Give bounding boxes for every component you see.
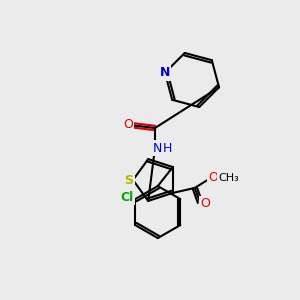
Text: N: N: [160, 66, 170, 79]
Text: O: O: [208, 171, 218, 184]
Text: N: N: [152, 142, 162, 154]
Text: CH₃: CH₃: [218, 173, 239, 183]
Text: Cl: Cl: [121, 190, 134, 204]
Text: O: O: [123, 118, 133, 131]
Text: H: H: [162, 142, 172, 154]
Text: O: O: [200, 197, 210, 210]
Text: S: S: [124, 173, 134, 187]
